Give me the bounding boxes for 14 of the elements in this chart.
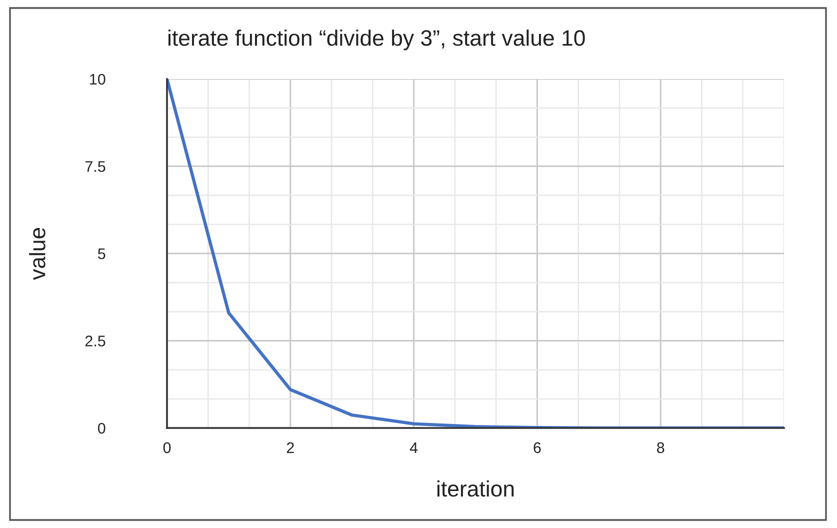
y-tick-label: 0 [98,422,106,434]
y-tick-label: 5 [98,248,106,260]
x-tick-label: 4 [410,442,418,453]
x-tick-label: 0 [163,442,171,454]
chart-title: iterate function “divide by 3”, start value 10 [168,30,585,50]
x-axis-title: iteration [437,480,514,497]
y-tick-label: 2.5 [85,336,106,346]
line-series [167,79,784,428]
y-axis-title: value [29,228,46,280]
x-tick-label: 6 [534,442,541,454]
x-tick-label: 8 [657,442,664,454]
x-tick-label: 2 [286,442,294,453]
y-tick-label: 10 [90,74,106,85]
y-tick-label: 7.5 [85,161,106,172]
